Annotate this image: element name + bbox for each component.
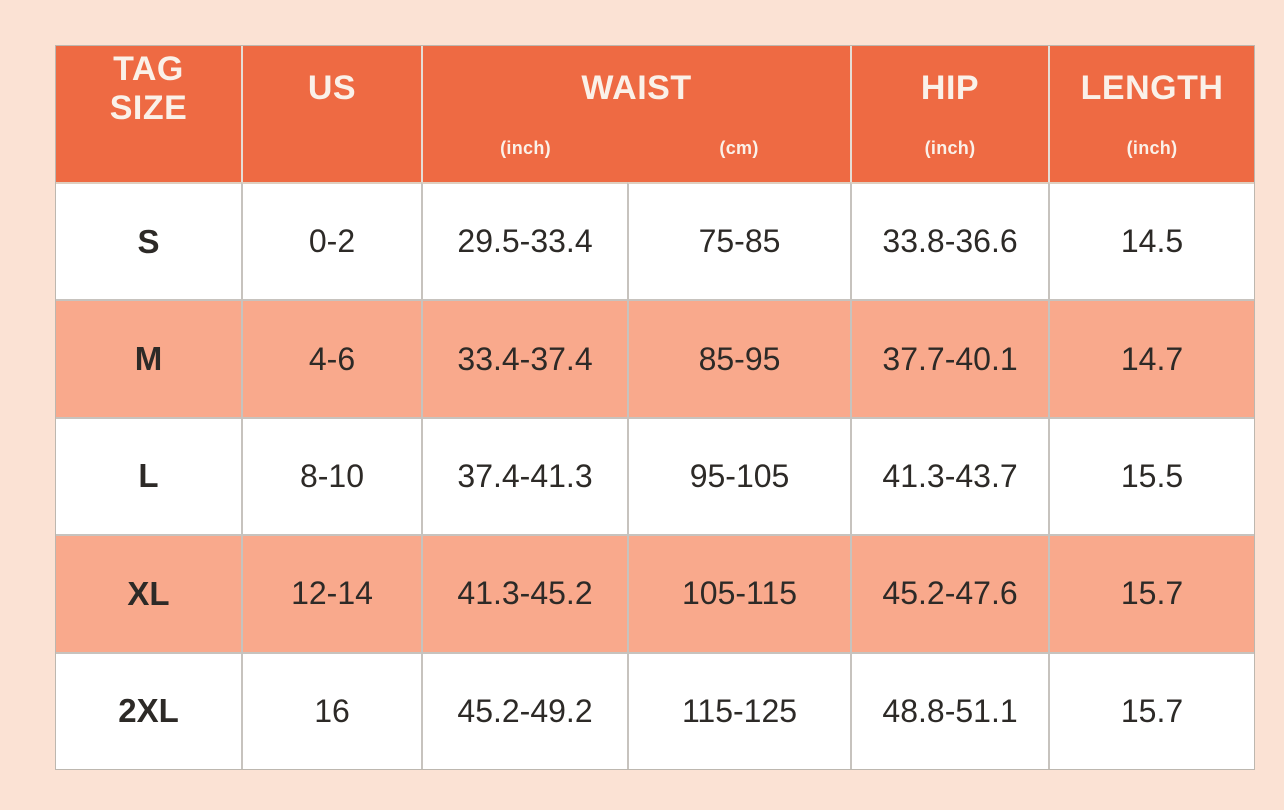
header-cell-length: LENGTH (inch) <box>1048 46 1255 182</box>
cell-waist-inch: 37.4-41.3 <box>421 416 627 535</box>
cell-tag-size: M <box>56 299 241 417</box>
table-row-m: M 4-6 33.4-37.4 85-95 37.7-40.1 14.7 <box>56 299 1255 417</box>
header-cell-waist: WAIST (inch) (cm) <box>421 46 851 182</box>
cell-length-inch: 14.5 <box>1048 182 1255 300</box>
cell-us: 16 <box>241 651 421 769</box>
cell-tag-size: S <box>56 182 241 300</box>
header-unit-hip: (inch) <box>924 138 976 158</box>
cell-us: 0-2 <box>241 182 421 300</box>
cell-waist-inch: 33.4-37.4 <box>421 299 627 417</box>
table-body: S 0-2 29.5-33.4 75-85 33.8-36.6 14.5 M 4… <box>56 182 1255 769</box>
header-cell-hip: HIP (inch) <box>850 46 1049 182</box>
header-label-length: LENGTH <box>1080 69 1224 108</box>
header-unit-length: (inch) <box>1126 138 1178 158</box>
table-header: TAG SIZE US WAIST (inch) (cm) <box>56 46 1255 182</box>
cell-length-inch: 14.7 <box>1048 299 1255 417</box>
cell-us: 4-6 <box>241 299 421 417</box>
cell-hip-inch: 41.3-43.7 <box>850 416 1049 535</box>
cell-us: 12-14 <box>241 534 421 652</box>
header-label-us: US <box>307 69 357 108</box>
cell-us: 8-10 <box>241 416 421 535</box>
header-label-hip: HIP <box>920 69 980 108</box>
table-row-xl: XL 12-14 41.3-45.2 105-115 45.2-47.6 15.… <box>56 534 1255 652</box>
cell-waist-cm: 105-115 <box>627 534 851 652</box>
cell-waist-cm: 115-125 <box>627 651 851 769</box>
header-label-tag-size: TAG SIZE <box>109 49 188 127</box>
cell-waist-inch: 45.2-49.2 <box>421 651 627 769</box>
cell-waist-cm: 75-85 <box>627 182 851 300</box>
table-row-l: L 8-10 37.4-41.3 95-105 41.3-43.7 15.5 <box>56 416 1255 535</box>
size-chart-table: TAG SIZE US WAIST (inch) (cm) <box>56 46 1255 769</box>
header-unit-spacer <box>56 132 241 182</box>
header-cell-tag-size: TAG SIZE <box>56 46 241 182</box>
cell-waist-cm: 95-105 <box>627 416 851 535</box>
cell-length-inch: 15.5 <box>1048 416 1255 535</box>
cell-waist-inch: 29.5-33.4 <box>421 182 627 300</box>
cell-hip-inch: 37.7-40.1 <box>850 299 1049 417</box>
size-chart-table-container: TAG SIZE US WAIST (inch) (cm) <box>55 45 1255 770</box>
header-unit-waist-cm: (cm) <box>719 138 759 158</box>
header-units-waist: (inch) (cm) <box>423 132 850 182</box>
table-row-s: S 0-2 29.5-33.4 75-85 33.8-36.6 14.5 <box>56 182 1255 300</box>
cell-hip-inch: 33.8-36.6 <box>850 182 1049 300</box>
header-cell-us: US <box>241 46 421 182</box>
cell-length-inch: 15.7 <box>1048 534 1255 652</box>
cell-tag-size: 2XL <box>56 651 241 769</box>
cell-waist-inch: 41.3-45.2 <box>421 534 627 652</box>
cell-tag-size: XL <box>56 534 241 652</box>
cell-length-inch: 15.7 <box>1048 651 1255 769</box>
header-unit-waist-inch: (inch) <box>500 138 551 158</box>
header-label-waist: WAIST <box>581 69 692 108</box>
header-row: TAG SIZE US WAIST (inch) (cm) <box>56 46 1255 182</box>
cell-tag-size: L <box>56 416 241 535</box>
header-unit-spacer <box>243 132 421 182</box>
cell-waist-cm: 85-95 <box>627 299 851 417</box>
table-row-2xl: 2XL 16 45.2-49.2 115-125 48.8-51.1 15.7 <box>56 651 1255 769</box>
cell-hip-inch: 48.8-51.1 <box>850 651 1049 769</box>
cell-hip-inch: 45.2-47.6 <box>850 534 1049 652</box>
